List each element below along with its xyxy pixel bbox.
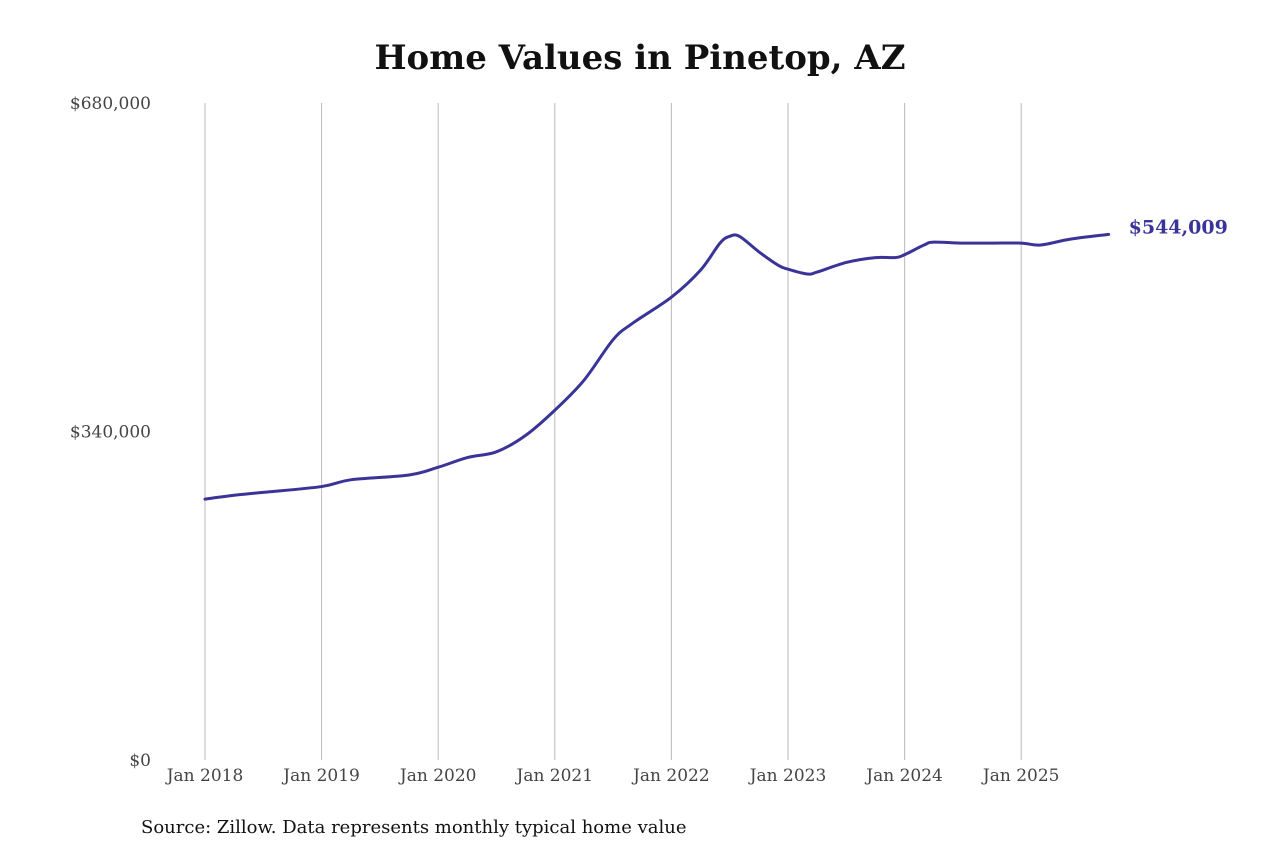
source-note: Source: Zillow. Data represents monthly … <box>141 817 687 838</box>
y-tick-label: $340,000 <box>70 423 151 443</box>
y-tick-label: $680,000 <box>70 94 151 114</box>
end-value-label: $544,009 <box>1129 216 1228 238</box>
x-tick-label: Jan 2019 <box>281 766 360 786</box>
x-tick-label: Jan 2021 <box>515 766 594 786</box>
x-tick-label: Jan 2024 <box>864 766 943 786</box>
x-tick-label: Jan 2022 <box>631 766 710 786</box>
x-tick-label: Jan 2025 <box>981 766 1060 786</box>
chart-title: Home Values in Pinetop, AZ <box>374 38 906 78</box>
series-line <box>203 232 1111 501</box>
x-tick-label: Jan 2018 <box>165 766 244 786</box>
x-tick-label: Jan 2023 <box>748 766 827 786</box>
y-tick-label: $0 <box>129 751 151 771</box>
x-tick-label: Jan 2020 <box>398 766 477 786</box>
